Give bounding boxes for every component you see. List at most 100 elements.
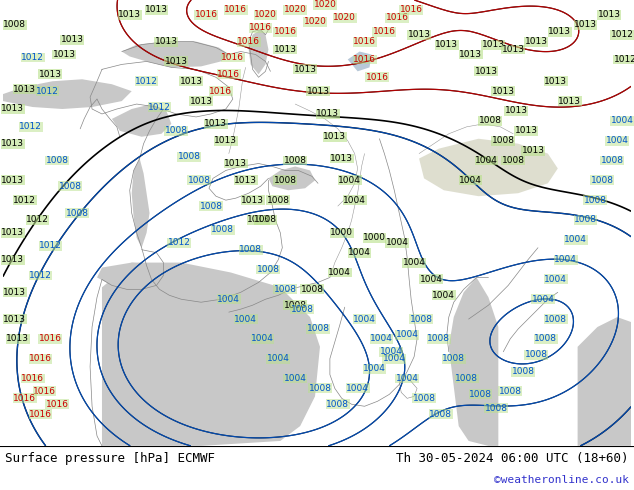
Text: 1016: 1016 xyxy=(21,374,44,383)
Text: 1012: 1012 xyxy=(168,238,191,247)
Text: 1008: 1008 xyxy=(427,334,450,343)
Text: 1008: 1008 xyxy=(165,126,188,135)
Text: 1020: 1020 xyxy=(254,10,277,20)
Text: 1004: 1004 xyxy=(380,347,403,356)
Polygon shape xyxy=(112,104,171,137)
Text: 1013: 1013 xyxy=(1,255,24,264)
Text: 1004: 1004 xyxy=(420,275,443,284)
Text: 1013: 1013 xyxy=(190,97,212,105)
Text: 1012: 1012 xyxy=(36,87,59,96)
Text: 1016: 1016 xyxy=(237,37,260,46)
Text: 1020: 1020 xyxy=(313,0,337,9)
Text: 1008: 1008 xyxy=(301,285,323,294)
Text: 1013: 1013 xyxy=(548,27,571,36)
Text: 1008: 1008 xyxy=(257,265,280,274)
Text: 1013: 1013 xyxy=(224,159,247,168)
Text: 1008: 1008 xyxy=(283,301,307,310)
Text: 1013: 1013 xyxy=(515,126,538,135)
Text: 1016: 1016 xyxy=(46,400,69,409)
Text: 1004: 1004 xyxy=(339,176,361,185)
Text: 1012: 1012 xyxy=(19,122,42,131)
Text: 1000: 1000 xyxy=(363,233,386,243)
Text: 1013: 1013 xyxy=(1,139,24,148)
Text: 1016: 1016 xyxy=(13,394,36,403)
Text: 1016: 1016 xyxy=(274,27,297,36)
Text: 1013: 1013 xyxy=(574,20,597,29)
Text: 1016: 1016 xyxy=(399,5,423,14)
Text: 1013: 1013 xyxy=(505,106,527,116)
Text: 1013: 1013 xyxy=(247,216,270,224)
Text: 1016: 1016 xyxy=(209,87,233,96)
Text: 1012: 1012 xyxy=(26,216,49,224)
Text: 1004: 1004 xyxy=(217,295,240,304)
Text: 1013: 1013 xyxy=(165,57,188,66)
Polygon shape xyxy=(419,139,558,196)
Polygon shape xyxy=(122,42,229,68)
Text: 1013: 1013 xyxy=(155,37,178,46)
Text: 1008: 1008 xyxy=(46,156,69,165)
Text: 1004: 1004 xyxy=(353,315,376,323)
Text: 1008: 1008 xyxy=(455,374,478,383)
Text: 1013: 1013 xyxy=(39,70,62,79)
Text: 1013: 1013 xyxy=(13,85,36,94)
Text: 1008: 1008 xyxy=(534,334,557,343)
Text: 1008: 1008 xyxy=(3,20,26,29)
Text: 1012: 1012 xyxy=(148,102,171,112)
Polygon shape xyxy=(102,263,320,446)
Text: 1013: 1013 xyxy=(316,109,339,119)
Text: 1008: 1008 xyxy=(574,216,597,224)
Text: 1008: 1008 xyxy=(524,350,548,359)
Text: 1012: 1012 xyxy=(135,77,158,86)
Text: 1008: 1008 xyxy=(443,354,465,363)
Polygon shape xyxy=(97,263,181,287)
Text: 1016: 1016 xyxy=(385,13,409,23)
Text: 1016: 1016 xyxy=(195,10,217,20)
Text: 1020: 1020 xyxy=(304,17,327,26)
Text: 1013: 1013 xyxy=(53,50,76,59)
Text: 1004: 1004 xyxy=(531,295,554,304)
Text: 1008: 1008 xyxy=(188,176,210,185)
Text: 1008: 1008 xyxy=(429,410,453,418)
Text: 1004: 1004 xyxy=(606,136,629,145)
Text: 1012: 1012 xyxy=(611,30,633,39)
Text: 1013: 1013 xyxy=(274,45,297,54)
Text: 1020: 1020 xyxy=(284,5,307,14)
Text: 1004: 1004 xyxy=(348,248,371,257)
Text: 1013: 1013 xyxy=(492,87,515,96)
Text: 1013: 1013 xyxy=(475,67,498,76)
Text: 1013: 1013 xyxy=(323,132,346,141)
Text: 1013: 1013 xyxy=(294,65,316,74)
Text: 1004: 1004 xyxy=(383,354,406,363)
Text: 1016: 1016 xyxy=(224,5,247,14)
Text: 1008: 1008 xyxy=(479,117,502,125)
Text: 1013: 1013 xyxy=(306,87,330,96)
Text: 1016: 1016 xyxy=(29,354,52,363)
Text: 1004: 1004 xyxy=(432,291,455,300)
Text: 1008: 1008 xyxy=(499,387,522,396)
Text: 1012: 1012 xyxy=(614,55,634,64)
Text: 1004: 1004 xyxy=(363,364,386,373)
Text: 1008: 1008 xyxy=(274,176,297,185)
Text: 1020: 1020 xyxy=(333,13,356,23)
Text: 1012: 1012 xyxy=(13,196,36,205)
Text: 1008: 1008 xyxy=(591,176,614,185)
Text: 1008: 1008 xyxy=(501,156,525,165)
Text: 1008: 1008 xyxy=(545,315,567,323)
Polygon shape xyxy=(449,277,498,446)
Text: 1012: 1012 xyxy=(29,271,52,280)
Text: 1016: 1016 xyxy=(249,23,272,32)
Text: 1004: 1004 xyxy=(611,117,633,125)
Text: 1013: 1013 xyxy=(408,30,430,39)
Text: 1004: 1004 xyxy=(346,384,369,393)
Text: 1004: 1004 xyxy=(328,268,351,277)
Text: 1004: 1004 xyxy=(234,315,257,323)
Text: 1013: 1013 xyxy=(459,50,482,59)
Text: 1008: 1008 xyxy=(274,285,297,294)
Polygon shape xyxy=(268,167,315,190)
Text: 1013: 1013 xyxy=(1,104,24,114)
Text: 1008: 1008 xyxy=(290,305,314,314)
Text: 1008: 1008 xyxy=(601,156,624,165)
Text: 1013: 1013 xyxy=(61,35,84,44)
Text: 1004: 1004 xyxy=(370,334,393,343)
Text: 1008: 1008 xyxy=(306,324,330,334)
